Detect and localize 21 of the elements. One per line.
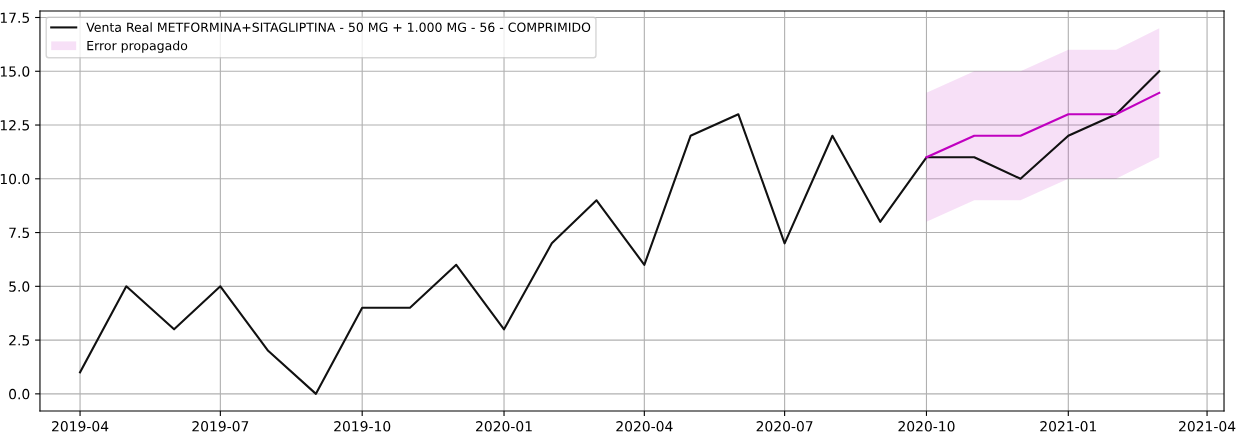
y-tick-label: 12.5 [0, 120, 30, 131]
y-tick-label: 17.5 [0, 12, 30, 23]
y-tick-label: 15.0 [0, 66, 30, 77]
x-tick-label: 2020-04 [616, 421, 673, 432]
y-tick-label: 2.5 [9, 335, 30, 346]
x-tick-label: 2021-04 [1179, 421, 1236, 432]
line-series [79, 70, 1161, 395]
y-tick-label: 7.5 [9, 227, 30, 239]
x-tick-label: 2020-01 [476, 421, 532, 432]
x-tick-label: 2019-04 [52, 421, 109, 432]
legend-label: Venta Real METFORMINA+SITAGLIPTINA - 50 MG + 1.000 MG - 56 - COMPRIMIDO [86, 22, 591, 32]
y-tick-label: 5.0 [9, 281, 30, 292]
y-tick-label: 0.0 [9, 388, 30, 400]
x-tick-label: 2019-10 [334, 421, 391, 432]
y-tick-label: 10.0 [0, 173, 30, 185]
legend-label: Error propagado [87, 40, 188, 53]
x-tick-label: 2020-07 [756, 421, 813, 432]
x-tick-label: 2021-01 [1040, 421, 1097, 432]
x-tick-label: 2020-10 [898, 421, 955, 432]
x-tick-label: 2019-07 [192, 421, 249, 432]
line-series [925, 91, 1161, 159]
